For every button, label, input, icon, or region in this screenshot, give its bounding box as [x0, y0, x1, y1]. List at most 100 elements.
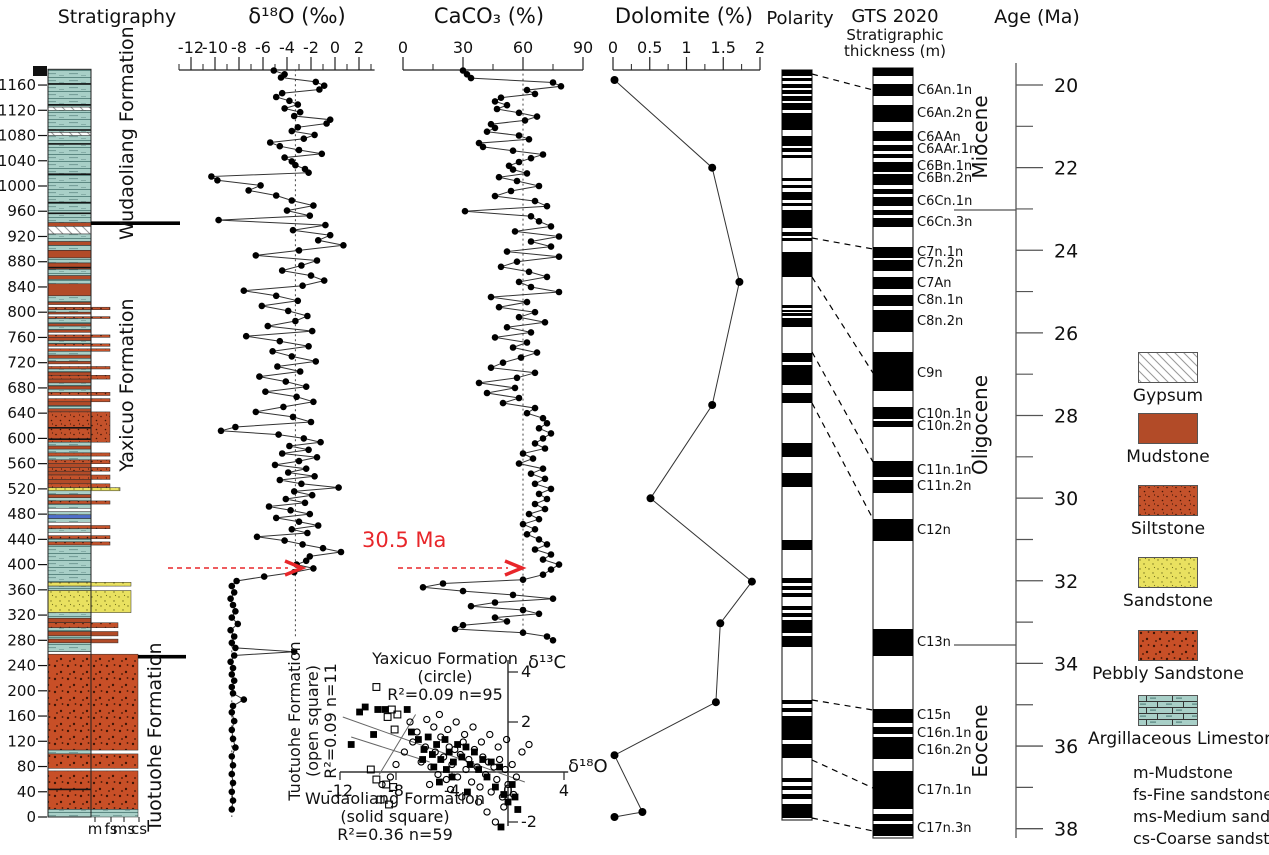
- lith-layer-md: [47, 494, 92, 499]
- lith-layer-ls: [47, 518, 92, 523]
- lith-layer-ls: [47, 358, 92, 362]
- lith-layer-st: [47, 535, 111, 540]
- svg-text:-2: -2: [521, 812, 537, 831]
- svg-text:4: 4: [559, 781, 569, 800]
- inset-tuotuohe-caption: Tuotuohe Formation (open square) R²=0.09…: [285, 636, 340, 806]
- inset-wudaoliang-line3: R²=0.36 n=59: [337, 825, 453, 844]
- svg-text:C17n.3n: C17n.3n: [917, 821, 972, 836]
- svg-text:C6AAr.1n: C6AAr.1n: [917, 142, 977, 157]
- svg-text:0: 0: [608, 38, 618, 57]
- inset-wudaoliang-caption: Wudaoliang Formation (solid square) R²=0…: [300, 790, 490, 844]
- svg-text:-12: -12: [327, 781, 353, 800]
- legend-label-sandstone: Sandstone: [1123, 591, 1213, 611]
- svg-text:cs: cs: [131, 820, 147, 838]
- lith-layer-ls: [47, 245, 92, 251]
- lith-layer-st: [47, 525, 111, 529]
- formation-label-tuotuohe: Tuotuohe Formation: [144, 642, 166, 832]
- lith-layer-ls: [47, 490, 92, 495]
- lith-layer-st: [47, 334, 111, 338]
- lith-layer-pb: [47, 653, 139, 751]
- lith-layer-ls: [47, 382, 92, 387]
- svg-text:0: 0: [330, 38, 340, 57]
- lith-layer-md: [47, 638, 119, 644]
- svg-text:4: 4: [521, 662, 531, 681]
- svg-text:ms: ms: [113, 820, 136, 838]
- lith-layer-sa: [47, 590, 132, 613]
- lith-layer-md: [47, 631, 119, 637]
- d18o-title: δ¹⁸O (‰): [248, 4, 346, 28]
- lith-layer-ls: [47, 135, 92, 223]
- lith-layer-sa: [47, 487, 121, 492]
- abbrev-coarse-sandstone: cs-Coarse sandstone: [1133, 829, 1269, 848]
- lith-layer-ls: [47, 585, 92, 591]
- svg-text:C7An: C7An: [917, 276, 951, 291]
- legend-swatch-gypsum: [1138, 352, 1198, 383]
- age-annotation-30-5-ma: 30.5 Ma: [362, 528, 447, 552]
- svg-text:C10n.1n: C10n.1n: [917, 407, 972, 422]
- lith-layer-ls: [47, 309, 92, 313]
- lith-layer-md: [47, 378, 92, 384]
- inset-yaxicuo-caption: Yaxicuo Formation (circle) R²=0.09 n=95: [355, 650, 535, 704]
- svg-text:C11n.1n: C11n.1n: [917, 463, 972, 478]
- lith-layer-md: [47, 283, 92, 297]
- svg-text:160: 160: [7, 707, 36, 725]
- grain-size-abbreviations: m-Mudstone fs-Fine sandstone ms-Medium s…: [1133, 762, 1269, 850]
- svg-text:80: 80: [17, 758, 36, 776]
- inset-yaxicuo-line3: R²=0.09 n=95: [387, 685, 503, 704]
- polarity-column: [781, 69, 813, 821]
- svg-text:1080: 1080: [0, 127, 36, 145]
- svg-text:C11n.2n: C11n.2n: [917, 479, 972, 494]
- lith-layer-ls: [47, 388, 92, 393]
- lith-layer-st: [47, 474, 111, 480]
- lith-layer-md: [47, 470, 92, 476]
- svg-text:C8n.1n: C8n.1n: [917, 293, 963, 308]
- svg-text:C6An.2n: C6An.2n: [917, 106, 972, 121]
- lith-layer-md: [47, 371, 92, 376]
- lith-layer-st: [47, 343, 111, 347]
- lith-layer-md: [47, 463, 92, 468]
- lith-layer-md: [47, 311, 92, 315]
- svg-text:C16n.2n: C16n.2n: [917, 743, 972, 758]
- legend-swatch-sandstone: [1138, 557, 1198, 588]
- lith-layer-st: [47, 366, 111, 370]
- svg-text:34: 34: [1054, 653, 1078, 675]
- caco3-title: CaCO₃ (%): [433, 4, 545, 28]
- svg-text:C7n.1n: C7n.1n: [917, 245, 963, 260]
- svg-text:640: 640: [7, 404, 36, 422]
- lith-layer-md: [47, 301, 92, 305]
- svg-text:C17n.1n: C17n.1n: [917, 783, 972, 798]
- stratigraphy-title: Stratigraphy: [57, 6, 177, 28]
- lith-layer-gy: [47, 106, 92, 111]
- lith-layer-ls: [47, 809, 139, 818]
- svg-text:-8: -8: [231, 38, 247, 57]
- svg-text:C15n: C15n: [917, 708, 951, 723]
- lith-layer-md: [47, 361, 92, 365]
- svg-text:680: 680: [7, 379, 36, 397]
- lith-layer-ls: [47, 538, 92, 543]
- lith-layer-ls: [47, 69, 92, 108]
- inset-yaxicuo-line2: (circle): [417, 667, 473, 686]
- inset-tuotuohe-line3: R²=0.09 n=11: [321, 663, 340, 779]
- lith-layer-ls: [47, 295, 92, 303]
- svg-text:1040: 1040: [0, 152, 36, 170]
- formation-label-yaxicuo: Yaxicuo Formation: [116, 298, 138, 472]
- svg-text:C6An.1n: C6An.1n: [917, 83, 972, 98]
- lith-layer-gy: [47, 226, 92, 235]
- lith-layer-md: [47, 323, 92, 327]
- lith-layer-md: [47, 479, 92, 485]
- svg-text:C6Bn.1n: C6Bn.1n: [917, 159, 972, 174]
- svg-text:1.5: 1.5: [711, 38, 736, 57]
- lith-layer-st: [47, 467, 111, 472]
- depth-axis: 0 40 80 120 160 200 240 280 320 360 400 440 480 520 56…: [0, 76, 47, 826]
- lith-layer-ls: [47, 257, 92, 264]
- svg-text:360: 360: [7, 581, 36, 599]
- svg-text:-4: -4: [279, 38, 295, 57]
- lith-layer-sa: [47, 582, 132, 587]
- lith-layer-ls: [47, 233, 92, 242]
- d18o-plot: -12-10 -8 -6 -4 -2 0 2: [178, 38, 375, 817]
- lith-layer-st: [47, 459, 111, 464]
- inset-yaxicuo-line1: Yaxicuo Formation: [372, 649, 518, 668]
